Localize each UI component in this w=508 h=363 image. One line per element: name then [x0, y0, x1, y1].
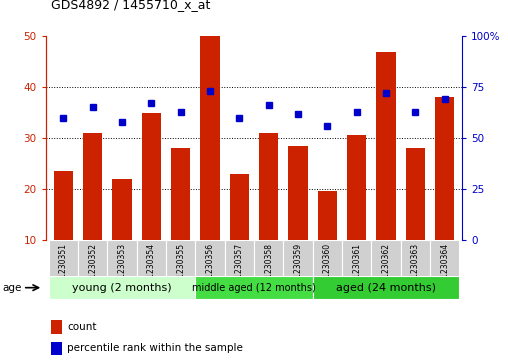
Bar — [54, 171, 73, 240]
Text: GSM1230364: GSM1230364 — [440, 243, 449, 294]
Text: GSM1230356: GSM1230356 — [206, 243, 214, 294]
Bar — [289, 146, 307, 240]
Text: middle aged (12 months): middle aged (12 months) — [192, 283, 316, 293]
Text: GSM1230359: GSM1230359 — [294, 243, 302, 294]
Bar — [201, 36, 219, 240]
Text: aged (24 months): aged (24 months) — [336, 283, 436, 293]
Text: GSM1230360: GSM1230360 — [323, 243, 332, 294]
Text: GSM1230358: GSM1230358 — [264, 243, 273, 294]
Text: age: age — [3, 283, 22, 293]
Bar — [371, 240, 401, 285]
Bar — [435, 97, 454, 240]
Text: GSM1230355: GSM1230355 — [176, 243, 185, 294]
Text: GSM1230357: GSM1230357 — [235, 243, 244, 294]
Text: GSM1230354: GSM1230354 — [147, 243, 156, 294]
Bar — [83, 133, 102, 240]
Text: count: count — [67, 322, 97, 332]
Bar — [112, 179, 132, 240]
Bar — [166, 240, 196, 285]
Bar — [312, 276, 459, 299]
Bar — [347, 135, 366, 240]
Text: GSM1230363: GSM1230363 — [411, 243, 420, 294]
Bar — [196, 240, 225, 285]
Bar — [142, 113, 161, 240]
Bar — [376, 52, 396, 240]
Bar — [196, 276, 312, 299]
Bar — [171, 148, 190, 240]
Bar — [225, 240, 254, 285]
Bar — [401, 240, 430, 285]
Bar — [283, 240, 312, 285]
Bar — [318, 191, 337, 240]
Bar — [78, 240, 107, 285]
Bar — [137, 240, 166, 285]
Text: percentile rank within the sample: percentile rank within the sample — [67, 343, 243, 354]
Text: GSM1230361: GSM1230361 — [352, 243, 361, 294]
Bar — [49, 276, 196, 299]
Text: young (2 months): young (2 months) — [72, 283, 172, 293]
Bar — [230, 174, 249, 240]
Text: GDS4892 / 1455710_x_at: GDS4892 / 1455710_x_at — [51, 0, 210, 11]
Text: GSM1230353: GSM1230353 — [117, 243, 126, 294]
Bar — [107, 240, 137, 285]
Bar — [259, 133, 278, 240]
Text: GSM1230362: GSM1230362 — [382, 243, 391, 294]
Bar — [406, 148, 425, 240]
Bar — [342, 240, 371, 285]
Bar — [430, 240, 459, 285]
Text: GSM1230351: GSM1230351 — [59, 243, 68, 294]
Bar — [49, 240, 78, 285]
Text: GSM1230352: GSM1230352 — [88, 243, 97, 294]
Bar — [254, 240, 283, 285]
Bar — [312, 240, 342, 285]
